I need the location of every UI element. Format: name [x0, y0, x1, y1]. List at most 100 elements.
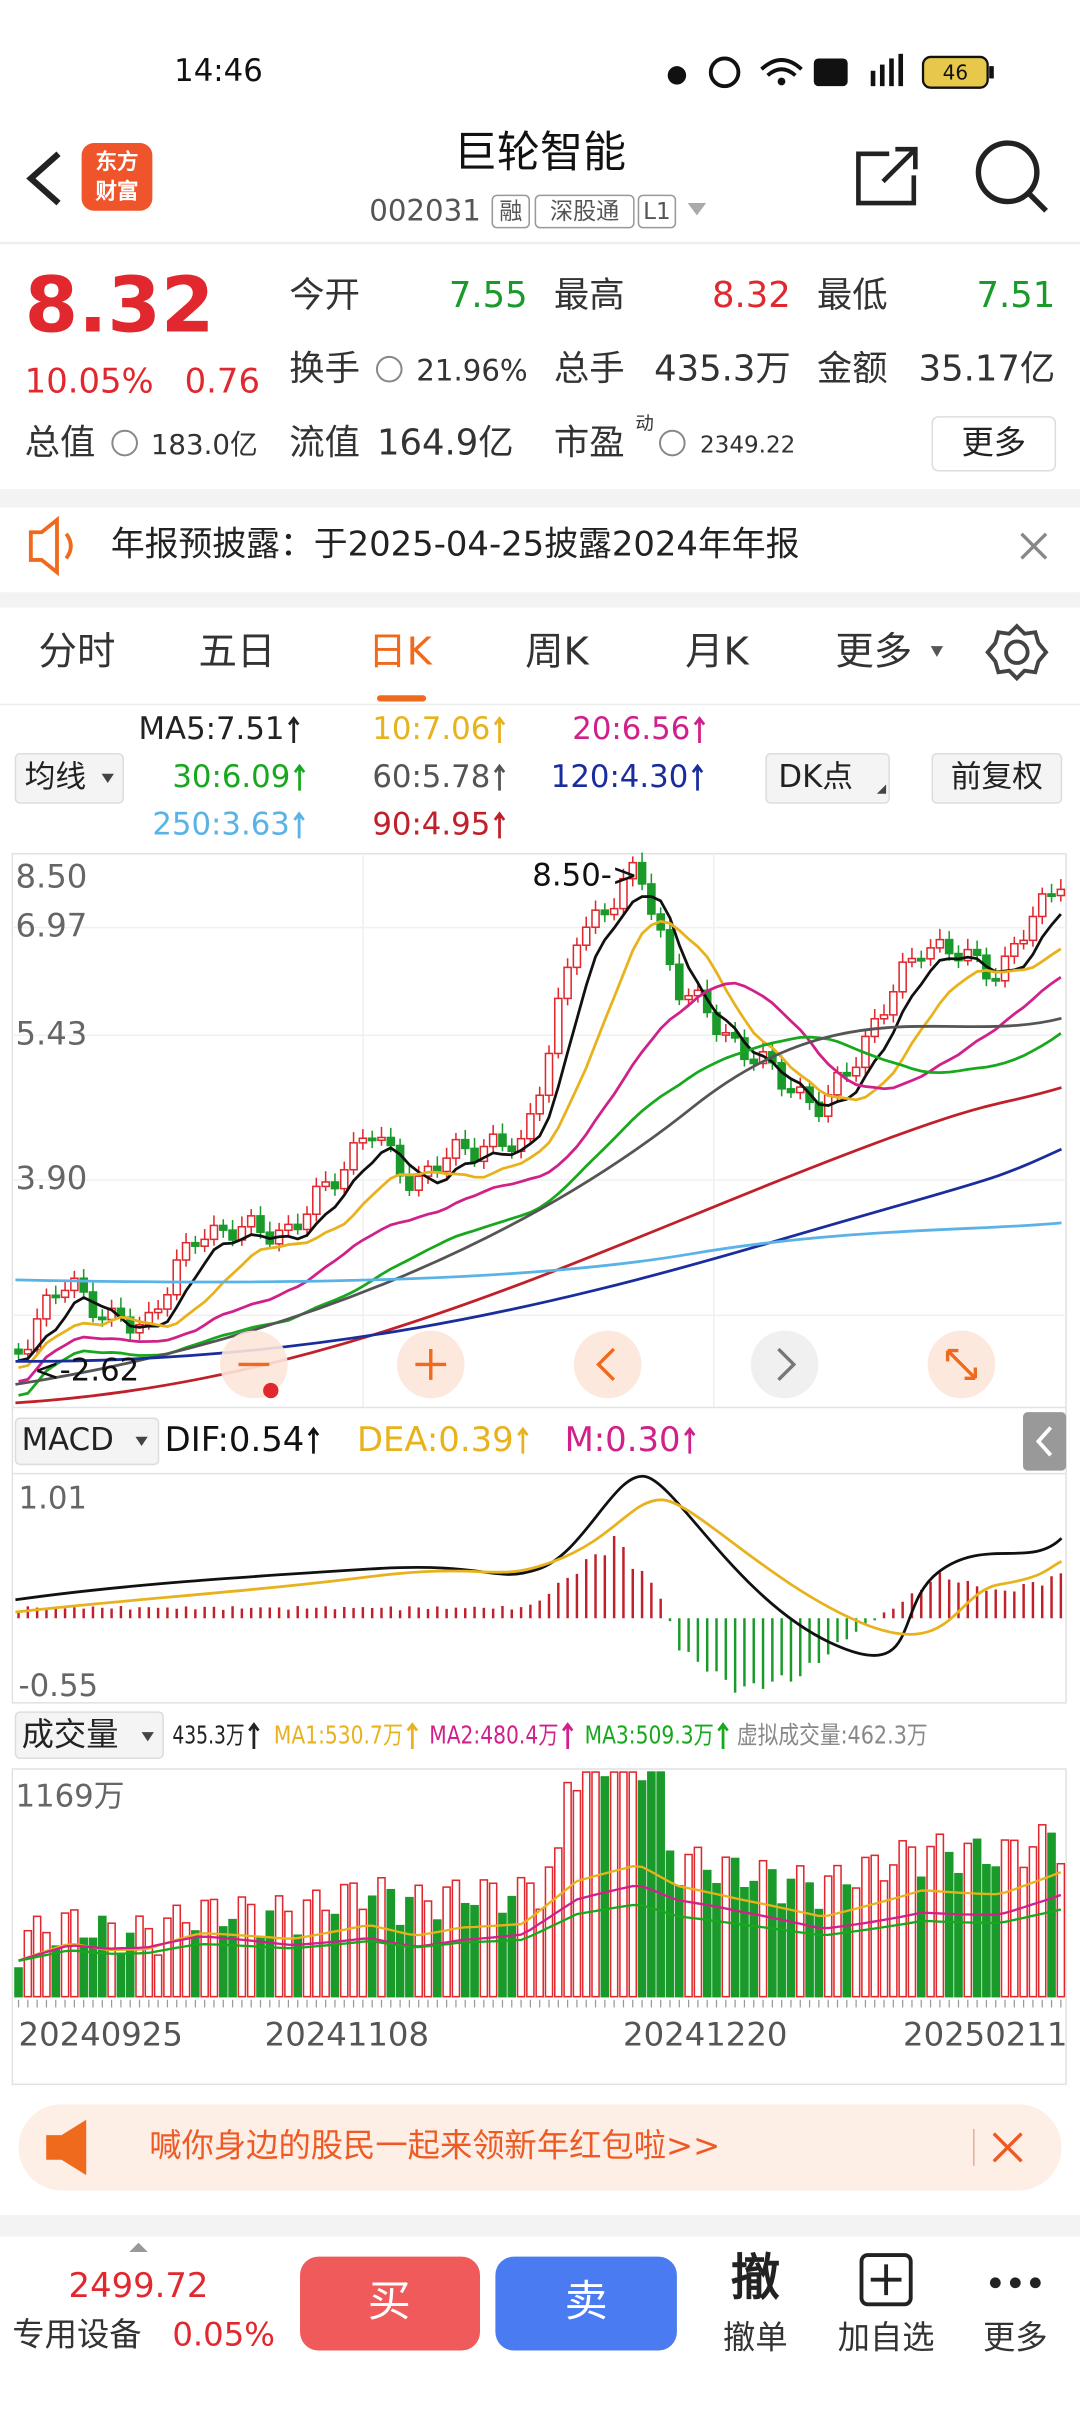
volume-bar — [1019, 1866, 1028, 1998]
adjust-label: 前复权 — [951, 759, 1043, 795]
arrow-icon — [293, 763, 306, 791]
candle-body — [228, 1229, 237, 1241]
arrow-icon — [717, 1722, 729, 1750]
tag-box — [534, 194, 635, 229]
date-label: 20240925 — [19, 2016, 183, 2054]
tab[interactable]: 分时 — [39, 629, 116, 674]
ma-line — [18, 1032, 1062, 1397]
back-button[interactable] — [26, 151, 61, 206]
candle-body — [544, 1052, 554, 1097]
volume-bar — [991, 1866, 1001, 1998]
corner — [876, 784, 887, 794]
banner[interactable] — [18, 2104, 1062, 2191]
search-button[interactable] — [975, 140, 1048, 213]
candle-body — [97, 1316, 107, 1321]
volume-bar — [609, 1771, 619, 1998]
adjust-button[interactable] — [931, 752, 1063, 804]
candle-body — [312, 1185, 321, 1215]
tag-box — [637, 194, 677, 229]
tag: 融 — [499, 199, 522, 225]
volume-bar — [842, 1884, 852, 1998]
candle-body — [684, 994, 693, 1001]
arrow-icon — [293, 811, 305, 839]
battery: 46 — [943, 60, 968, 84]
separator — [0, 592, 1080, 608]
candle-body — [79, 1277, 88, 1293]
volume-selector[interactable] — [14, 1711, 164, 1760]
close-banner[interactable] — [992, 2132, 1023, 2163]
arrow-icon — [691, 763, 704, 791]
sell-button[interactable] — [495, 2256, 677, 2351]
arrow-icon — [406, 1722, 419, 1750]
dropdown — [135, 1436, 148, 1446]
close-notice[interactable] — [1020, 532, 1048, 560]
candle-body — [619, 877, 628, 910]
stat-value: 8.32 — [712, 275, 791, 316]
candle-body — [302, 1213, 312, 1231]
volume-bar — [833, 1864, 842, 1998]
candle-body — [1056, 888, 1066, 897]
candle-body — [1010, 942, 1019, 957]
more-label: 更多 — [961, 424, 1026, 462]
candle-body — [172, 1259, 182, 1296]
macd-legend: M:0.30 — [565, 1420, 681, 1459]
ma-line — [18, 919, 1062, 1370]
volume-bar — [181, 1922, 191, 1998]
candle-body — [833, 1071, 842, 1096]
more-button[interactable] — [931, 416, 1057, 472]
stat-value: 183.0亿 — [151, 428, 258, 461]
macd-legend: DIF:0.54 — [165, 1420, 305, 1459]
stat-label: 最高 — [554, 275, 625, 316]
volume-bar — [647, 1771, 656, 1998]
ma-selector[interactable] — [14, 752, 124, 804]
candle-body — [1000, 955, 1010, 982]
volume-bar — [60, 1912, 70, 1998]
expand[interactable] — [129, 2242, 148, 2253]
ma-legend: 250:3.63 — [152, 807, 290, 843]
volume-bar — [740, 1886, 749, 1998]
stat-label: 最低 — [817, 275, 888, 316]
change: 0.76 — [185, 362, 260, 401]
tab-underline — [376, 695, 427, 702]
macd-selector[interactable] — [14, 1417, 160, 1466]
volume-bar — [879, 1880, 889, 1998]
candle-body — [1028, 915, 1038, 942]
ma-legend: 120:4.30 — [551, 759, 689, 795]
volume-frame — [11, 1768, 1067, 2086]
volume-bar — [507, 1895, 517, 1998]
volume-bar — [916, 1876, 926, 1998]
dk-button[interactable] — [765, 752, 890, 804]
candle-body — [330, 1181, 340, 1190]
candle-body — [284, 1223, 293, 1232]
candle-body — [60, 1289, 70, 1299]
sector: 专用设备 — [12, 2316, 141, 2354]
watch-icon[interactable] — [859, 2253, 913, 2307]
share-button[interactable] — [856, 146, 918, 206]
candle-body — [460, 1138, 470, 1150]
candle-body — [628, 861, 638, 880]
candle-body — [535, 1094, 544, 1115]
notice-icon — [28, 515, 73, 577]
volume-bar — [414, 1884, 424, 1998]
settings-button[interactable] — [985, 623, 1049, 682]
buy-button[interactable] — [300, 2256, 481, 2351]
tab[interactable]: 周K — [525, 629, 590, 674]
tab[interactable]: 更多 — [835, 629, 912, 674]
candle-body — [321, 1181, 330, 1188]
cancel-icon[interactable]: 撤 — [731, 2249, 780, 2307]
candle-body — [23, 1348, 33, 1355]
stock-code: 002031 — [369, 193, 481, 227]
side-tab[interactable] — [1023, 1412, 1067, 1471]
stock-name: 巨轮智能 — [454, 128, 626, 178]
more-icon[interactable] — [989, 2277, 1041, 2289]
volume-bar — [498, 1912, 507, 1998]
volume-bar — [600, 1776, 610, 1998]
volume-bar — [293, 1934, 303, 1998]
tab[interactable]: 日K — [368, 629, 433, 674]
tab[interactable]: 月K — [685, 629, 750, 674]
volume-bar — [23, 1929, 33, 1998]
candle-body — [358, 1137, 368, 1144]
candle-body — [851, 1066, 861, 1077]
tab[interactable]: 五日 — [199, 629, 276, 674]
